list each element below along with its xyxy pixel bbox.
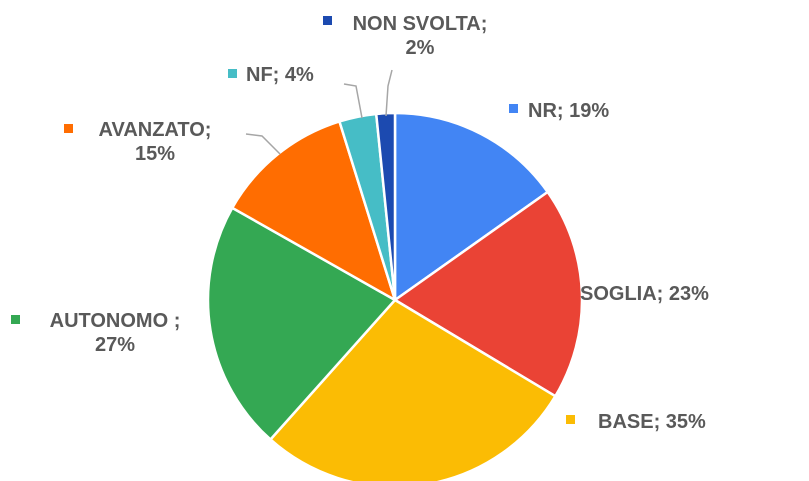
- legend-marker: [323, 16, 332, 25]
- data-label: SOGLIA; 23%: [580, 283, 709, 305]
- legend-marker: [509, 104, 518, 113]
- leader-lines: [245, 69, 393, 155]
- data-label: NF; 4%: [246, 64, 314, 86]
- legend-marker: [561, 288, 570, 297]
- data-label: NR; 19%: [528, 100, 610, 122]
- pie-slice: [268, 298, 558, 481]
- legend-marker: [64, 124, 73, 133]
- pie-slice: [393, 111, 550, 303]
- data-label: BASE; 35%: [598, 411, 706, 433]
- leader-line: [245, 133, 281, 155]
- leader-line: [385, 69, 393, 117]
- legend-marker: [228, 69, 237, 78]
- slices: [206, 111, 584, 481]
- legend-marker: [11, 315, 20, 324]
- data-label: NON SVOLTA; 2%: [352, 13, 488, 59]
- data-label: AUTONOMO ; 27%: [49, 310, 181, 356]
- leader-line: [343, 83, 363, 119]
- data-label: AVANZATO; 15%: [98, 119, 212, 165]
- pie-slice: [392, 190, 584, 398]
- pie-slice: [230, 119, 398, 303]
- pie-slice: [206, 206, 397, 442]
- legend-marker: [566, 415, 575, 424]
